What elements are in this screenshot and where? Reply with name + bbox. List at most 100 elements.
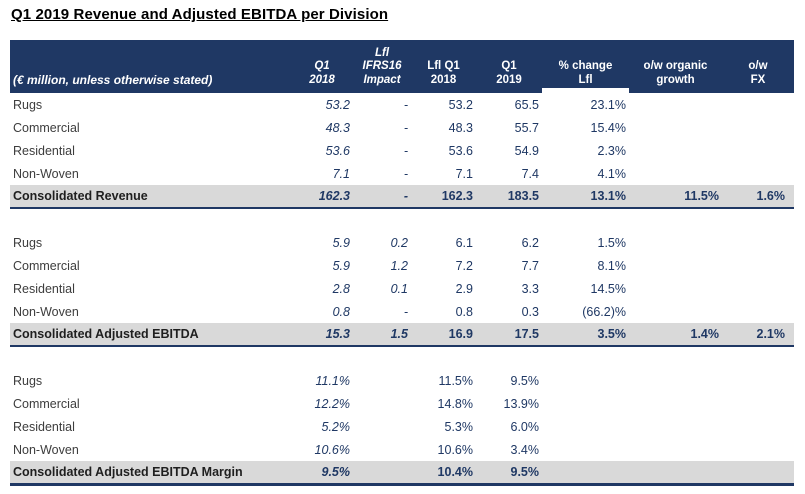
cell-value: 3.3 [521,281,539,296]
cell-value [629,300,722,323]
table-row: Rugs 5.9 0.2 6.1 6.2 1.5% [10,231,794,254]
row-label: Residential [13,143,75,158]
cell-value: 2.8 [332,281,350,296]
cell-value: 12.2% [314,396,350,411]
cell-value: 54.9 [514,143,539,158]
cell-value [629,231,722,254]
column-header: % change Lfl [542,40,629,93]
cell-value: 162.3 [441,189,473,203]
table-row: Non-Woven 7.1 - 7.1 7.4 4.1% [10,162,794,185]
cell-value [722,300,794,323]
cell-value: 9.5% [510,464,540,479]
cell-value [629,392,722,415]
cell-value [722,231,794,254]
cell-value [722,254,794,277]
row-label: Consolidated Adjusted EBITDA Margin [13,464,243,479]
cell-value: 1.2 [390,258,408,273]
cell-value [629,277,722,300]
cell-value [629,93,722,116]
cell-value [542,392,629,415]
cell-value [722,162,794,185]
cell-value: 4.1% [597,166,627,181]
cell-value: 0.2 [390,235,408,250]
cell-value [542,415,629,438]
cell-value: 7.1 [332,166,350,181]
spacer-row [10,346,794,369]
table-row: Residential 5.2% 5.3% 6.0% [10,415,794,438]
cell-value: 5.2% [321,419,351,434]
cell-value: 9.5% [510,373,540,388]
cell-value [629,438,722,461]
row-label: Consolidated Adjusted EBITDA [13,327,199,341]
cell-value [353,438,411,461]
cell-value [353,415,411,438]
cell-value: 53.2 [448,97,473,112]
cell-value: 53.2 [325,97,350,112]
cell-value: 15.3 [325,327,350,341]
cell-value: - [403,120,408,135]
row-label: Non-Woven [13,166,79,181]
total-row: Consolidated Adjusted EBITDA 15.3 1.5 16.9 1… [10,323,794,346]
cell-value: - [403,166,408,181]
column-header: Q1 2018 [291,40,353,93]
cell-value: 10.6% [437,442,473,457]
cell-value: 6.2 [521,235,539,250]
cell-value: 1.6% [756,189,786,203]
cell-value: 13.1% [590,189,626,203]
table-body: Rugs 53.2 - 53.2 65.5 23.1% Commercial 48.3 - 48.… [10,93,794,484]
cell-value: 1.5 [390,327,408,341]
table-row: Rugs 11.1% 11.5% 9.5% [10,369,794,392]
cell-value [629,162,722,185]
column-header: Lfl Q1 2018 [411,40,476,93]
column-header: o/w FX [722,40,794,93]
cell-value: 0.8 [332,304,350,319]
cell-value: 2.9 [455,281,473,296]
cell-value: - [403,97,408,112]
cell-value: 55.7 [514,120,539,135]
cell-value: 10.4% [437,464,473,479]
cell-value: 16.9 [448,327,473,341]
row-label: Residential [13,419,75,434]
spacer-cell [10,208,794,231]
table-row: Non-Woven 10.6% 10.6% 3.4% [10,438,794,461]
cell-value: 5.3% [444,419,474,434]
row-label: Non-Woven [13,442,79,457]
total-row: Consolidated Revenue 162.3 - 162.3 183.5 13.1… [10,185,794,208]
table-row: Commercial 5.9 1.2 7.2 7.7 8.1% [10,254,794,277]
cell-value [722,392,794,415]
cell-value: 2.3% [597,143,627,158]
cell-value: 1.4% [690,327,720,341]
cell-value: 162.3 [318,189,350,203]
row-label: Rugs [13,235,43,250]
cell-value: 53.6 [325,143,350,158]
spacer-row [10,208,794,231]
row-label: Residential [13,281,75,296]
row-label: Commercial [13,258,80,273]
cell-value: 17.5 [514,327,539,341]
cell-value: 3.5% [597,327,627,341]
table-row: Residential 53.6 - 53.6 54.9 2.3% [10,139,794,162]
cell-value: 65.5 [514,97,539,112]
cell-value: 0.3 [521,304,539,319]
cell-value: - [403,143,408,158]
cell-value [353,369,411,392]
cell-value: 183.5 [507,189,539,203]
cell-value: - [403,304,408,319]
cell-value: 0.1 [390,281,408,296]
cell-value: 1.5% [597,235,627,250]
cell-value: 53.6 [448,143,473,158]
cell-value: 11.1% [315,373,350,388]
cell-value [629,254,722,277]
cell-value: 14.5% [590,281,626,296]
cell-value [722,415,794,438]
cell-value: 7.7 [521,258,539,273]
cell-value: 6.0% [510,419,540,434]
cell-value [722,116,794,139]
cell-value: 10.6% [314,442,350,457]
cell-value: 14.8% [437,396,473,411]
page-title: Q1 2019 Revenue and Adjusted EBITDA per … [11,6,389,23]
table-header-row: (€ million, unless otherwise stated) Q1 2… [10,40,794,93]
cell-value [722,93,794,116]
cell-value: 8.1% [597,258,627,273]
cell-value: 11.5% [684,189,719,203]
